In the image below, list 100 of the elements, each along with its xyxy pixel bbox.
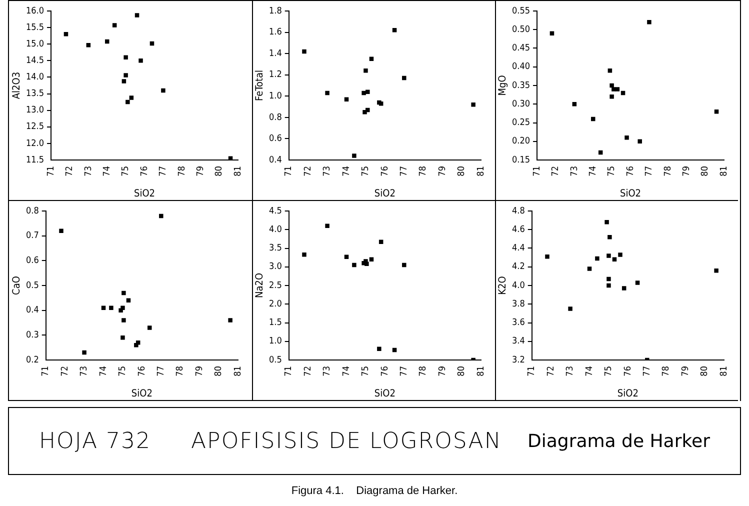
y-tick-label: 13.5 [26,89,44,100]
x-tick-label: 78 [663,166,674,176]
x-tick-label: 76 [626,166,636,176]
x-tick-label: 74 [98,366,109,376]
x-tick-label: 76 [140,166,150,176]
y-axis-title: Na2O [254,272,266,298]
y-tick-label: 4.0 [268,224,282,235]
y-tick-label: 0.2 [26,355,39,366]
y-tick-label: 0.5 [26,280,39,291]
x-tick-label: 74 [342,366,352,376]
y-axis-title: FeTotal [254,70,266,102]
x-tick-label: 71 [527,366,538,376]
x-tick-label: 78 [418,166,429,176]
y-tick-label: 4.4 [512,244,525,254]
y-tick-label: 0.6 [268,134,282,144]
x-tick-label: 72 [60,366,70,376]
x-tick-label: 75 [361,166,372,176]
y-tick-label: 0.55 [512,6,530,16]
y-tick-label: 4.2 [512,262,525,272]
x-tick-label: 75 [118,366,128,376]
x-axis-title: SiO2 [131,388,152,400]
y-tick-label: 1.0 [268,91,282,102]
y-tick-label: 4.8 [512,206,525,216]
x-tick-label: 80 [700,366,710,376]
y-tick-label: 3.4 [512,336,525,347]
x-tick-label: 71 [46,166,56,176]
x-tick-label: 79 [438,166,448,176]
x-tick-label: 74 [584,366,595,376]
text: Figura 4.1. Diagrama de Harker. [290,485,459,497]
x-axis-title: SiO2 [620,188,642,200]
x-tick-label: 73 [322,166,333,176]
y-tick-label: 1.6 [268,28,282,38]
x-tick-label: 81 [233,366,244,376]
y-tick-label: 0.4 [26,306,39,316]
x-tick-label: 73 [566,366,576,376]
y-tick-label: 11.5 [26,155,44,166]
x-tick-label: 73 [570,166,580,176]
x-axis-title: SiO2 [374,388,396,400]
y-tick-label: 1.4 [268,48,282,59]
y-tick-label: 3.2 [512,355,525,366]
x-tick-label: 73 [322,366,333,376]
text: APOFISISIS DE LOGROSAN [191,428,502,454]
y-tick-label: 0.15 [512,155,530,166]
x-tick-label: 71 [284,166,294,176]
x-axis-title: SiO2 [617,388,638,400]
x-tick-label: 71 [532,166,542,176]
y-tick-label: 2.5 [268,280,282,291]
x-tick-label: 74 [342,166,352,176]
y-tick-label: 2.0 [268,299,282,310]
x-tick-label: 77 [642,366,652,376]
x-tick-label: 79 [438,366,448,376]
y-tick-label: 0.8 [268,112,282,123]
y-tick-label: 0.40 [512,62,530,72]
y-axis-title: MgO [498,75,509,96]
text: HOJA 732 [39,428,151,454]
x-tick-label: 74 [102,166,112,176]
x-tick-label: 80 [214,166,225,176]
y-tick-label: 3.0 [268,262,282,272]
y-tick-label: 15.0 [26,39,44,50]
x-tick-label: 79 [680,366,691,376]
x-tick-label: 78 [177,166,188,176]
y-tick-label: 3.5 [268,244,282,254]
y-tick-label: 0.8 [26,206,39,216]
x-tick-label: 75 [604,366,614,376]
x-tick-label: 77 [399,166,410,176]
x-tick-label: 74 [588,166,598,176]
x-tick-label: 78 [662,366,672,376]
x-tick-label: 78 [176,366,186,376]
y-tick-label: 0.6 [26,256,39,266]
y-tick-label: 1.5 [268,318,282,328]
x-tick-label: 81 [476,366,486,376]
y-tick-label: 0.50 [512,24,530,35]
y-tick-label: 4.0 [512,280,525,291]
text: Diagrama de Harker [528,430,710,452]
y-axis-title: Al2O3 [12,72,23,100]
y-tick-label: 0.20 [512,136,530,147]
x-tick-label: 75 [607,166,618,176]
y-tick-label: 1.0 [268,336,282,347]
x-tick-label: 80 [457,366,468,376]
y-tick-label: 12.5 [26,122,44,132]
x-tick-label: 72 [546,366,556,376]
x-tick-label: 76 [380,166,390,176]
x-tick-label: 72 [303,366,314,376]
x-tick-label: 77 [158,166,169,176]
x-tick-label: 75 [361,366,372,376]
x-tick-label: 75 [121,166,132,176]
x-axis-title: SiO2 [374,188,396,200]
y-tick-label: 0.30 [512,99,530,110]
x-tick-label: 71 [41,366,52,376]
y-tick-label: 0.4 [268,155,282,166]
y-tick-label: 0.25 [512,118,530,128]
x-tick-label: 79 [194,366,205,376]
y-axis-title: CaO [12,276,23,295]
x-tick-label: 81 [476,166,486,176]
y-tick-label: 16.0 [26,6,44,16]
x-tick-label: 81 [719,366,730,376]
y-tick-label: 14.0 [26,72,44,83]
x-tick-label: 76 [137,366,148,376]
x-tick-label: 77 [644,166,655,176]
x-tick-label: 71 [284,366,294,376]
